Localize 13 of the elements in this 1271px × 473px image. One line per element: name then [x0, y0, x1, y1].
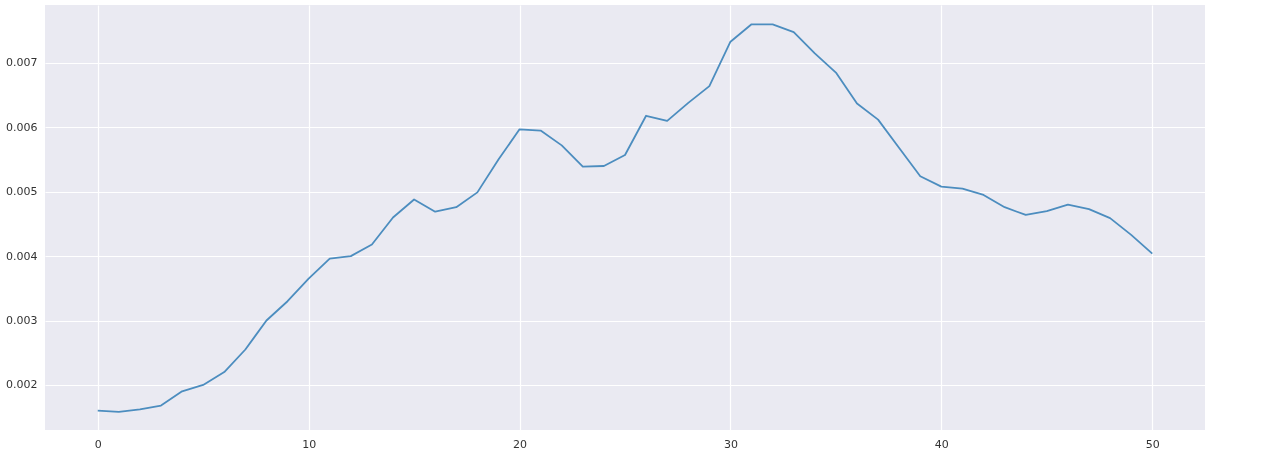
x-tick-label: 30: [723, 437, 738, 451]
y-tick-label: 0.003: [6, 314, 38, 328]
x-tick-label: 10: [302, 437, 317, 451]
y-tick-label: 0.006: [6, 120, 38, 134]
x-tick-label: 50: [1145, 437, 1160, 451]
y-tick-label: 0.002: [6, 378, 38, 392]
line-series: [96, 23, 1154, 413]
y-tick-label: 0.005: [6, 185, 38, 199]
y-tick-label: 0.007: [6, 56, 38, 70]
y-tick-label: 0.004: [6, 249, 38, 263]
x-tick-label: 0: [94, 437, 102, 451]
x-tick-label: 40: [934, 437, 949, 451]
x-tick-label: 20: [513, 437, 528, 451]
